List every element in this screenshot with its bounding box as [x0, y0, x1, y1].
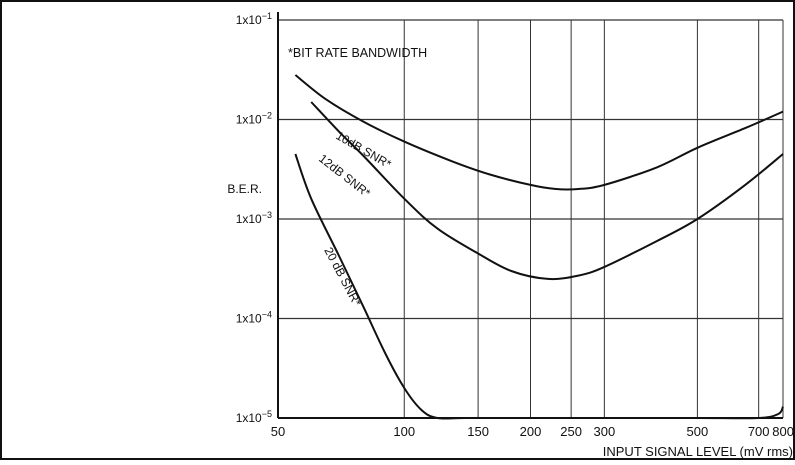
x-axis-label: INPUT SIGNAL LEVEL (mV rms) [603, 444, 793, 459]
series-line [294, 153, 784, 420]
annotation-text: *BIT RATE BANDWIDTH [288, 46, 427, 60]
y-tick-label: 1x10−3 [236, 210, 272, 226]
series-line [294, 74, 784, 191]
y-axis-label: B.E.R. [227, 182, 262, 196]
x-tick-label: 100 [393, 424, 415, 439]
y-tick-label: 1x10−4 [236, 310, 272, 326]
x-tick-label: 800 [772, 424, 794, 439]
x-tick-label: 250 [560, 424, 582, 439]
y-tick-label: 1x10−2 [236, 111, 272, 127]
series-label: 20 dB SNR* [321, 245, 364, 309]
x-tick-label: 150 [467, 424, 489, 439]
x-tick-label: 700 [748, 424, 770, 439]
x-tick-label: 50 [271, 424, 285, 439]
series-line [310, 101, 784, 281]
x-tick-label: 300 [593, 424, 615, 439]
x-tick-label: 200 [520, 424, 542, 439]
y-tick-label: 1x10−5 [236, 409, 272, 425]
x-tick-label: 500 [687, 424, 709, 439]
y-tick-label: 1x10−1 [236, 11, 272, 27]
